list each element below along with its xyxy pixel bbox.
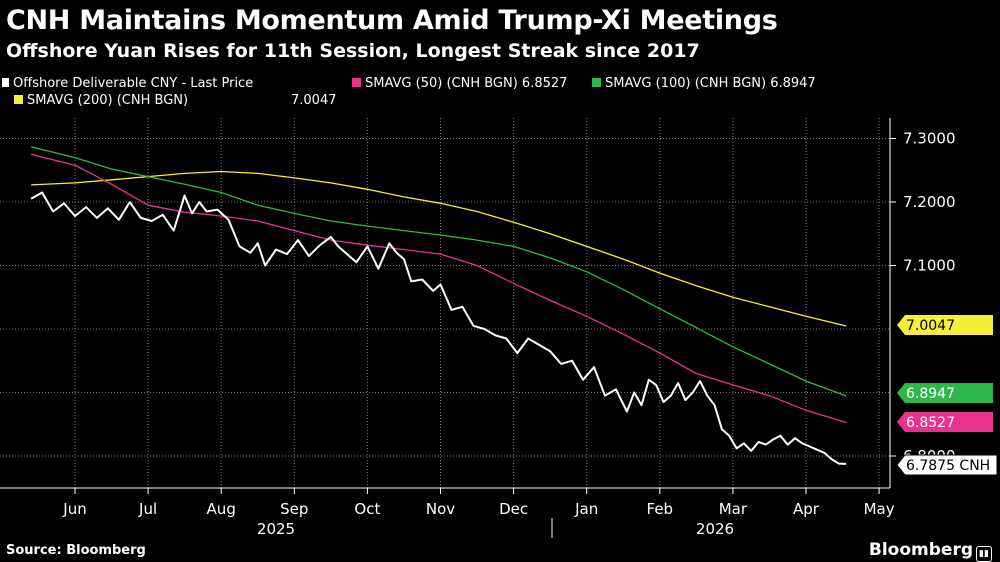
x-year-label: 2026 [696,520,734,538]
sma100-line [30,146,847,397]
legend-swatch-price [2,78,9,87]
y-tick-label: 7.2000 [903,193,956,211]
source-note: Source: Bloomberg [6,543,146,558]
axes: 7.30007.20007.10006.8000JunJulAugSepOctN… [0,118,956,538]
legend-label-price: Offshore Deliverable CNY - Last Price [13,76,254,91]
last-value-label: 6.8527 [906,415,955,431]
bloomberg-logo: Bloomberg ▮▮ [869,540,992,562]
x-tick-label: Nov [426,500,455,518]
last-value-label: 6.8947 [906,386,955,402]
x-tick-label: Jun [62,500,86,518]
legend-swatch-sma100 [592,78,601,87]
bloomberg-chart-icon: ▮▮ [976,546,992,562]
chart-title: CNH Maintains Momentum Amid Trump-Xi Mee… [6,5,778,36]
x-tick-label: Mar [719,500,748,518]
x-tick-label: Jan [574,500,598,518]
x-tick-label: Oct [354,500,380,518]
legend-item-sma200: SMAVG (200) (CNH BGN) [14,93,188,108]
last-value-tags: 7.0047 6.8947 6.8527 6.7875 CNH [896,315,998,476]
x-tick-label: Feb [647,500,674,518]
legend-item-sma100: SMAVG (100) (CNH BGN) 6.8947 [592,76,816,91]
legend-label-sma100: SMAVG (100) (CNH BGN) 6.8947 [605,76,816,91]
last-value-label: 7.0047 [906,318,955,334]
legend-label-sma200: SMAVG (200) (CNH BGN) [27,93,189,108]
x-tick-label: Sep [280,500,308,518]
legend-label-sma50: SMAVG (50) (CNH BGN) 6.8527 [365,76,568,91]
legend-item-price: Offshore Deliverable CNY - Last Price [2,76,253,91]
x-year-label: 2025 [257,520,295,538]
last-value-tag [897,412,993,432]
x-tick-label: May [864,500,895,518]
last-value-tag [897,315,993,335]
x-tick-label: Dec [499,500,528,518]
last-value-tag [897,383,993,403]
x-tick-label: Aug [207,500,236,518]
last-value-label: 6.7875 CNH [906,458,990,474]
chart-subtitle: Offshore Yuan Rises for 11th Session, Lo… [6,40,700,62]
x-tick-label: Apr [793,500,820,518]
y-tick-label: 7.1000 [903,257,956,275]
x-tick-label: Jul [138,500,157,518]
y-tick-label: 7.3000 [903,130,956,148]
legend-swatch-sma200 [14,95,23,104]
price-line [30,191,847,465]
grid-lines [0,118,890,488]
legend-swatch-sma50 [352,78,361,87]
series-lines [30,146,847,465]
legend-item-sma50: SMAVG (50) (CNH BGN) 6.8527 [352,76,567,91]
legend-value-sma200: 7.0047 [291,93,337,108]
sma200-line [31,170,847,327]
last-value-tag [896,454,998,476]
sma50-line [30,153,847,424]
brand-name: Bloomberg [868,540,973,560]
